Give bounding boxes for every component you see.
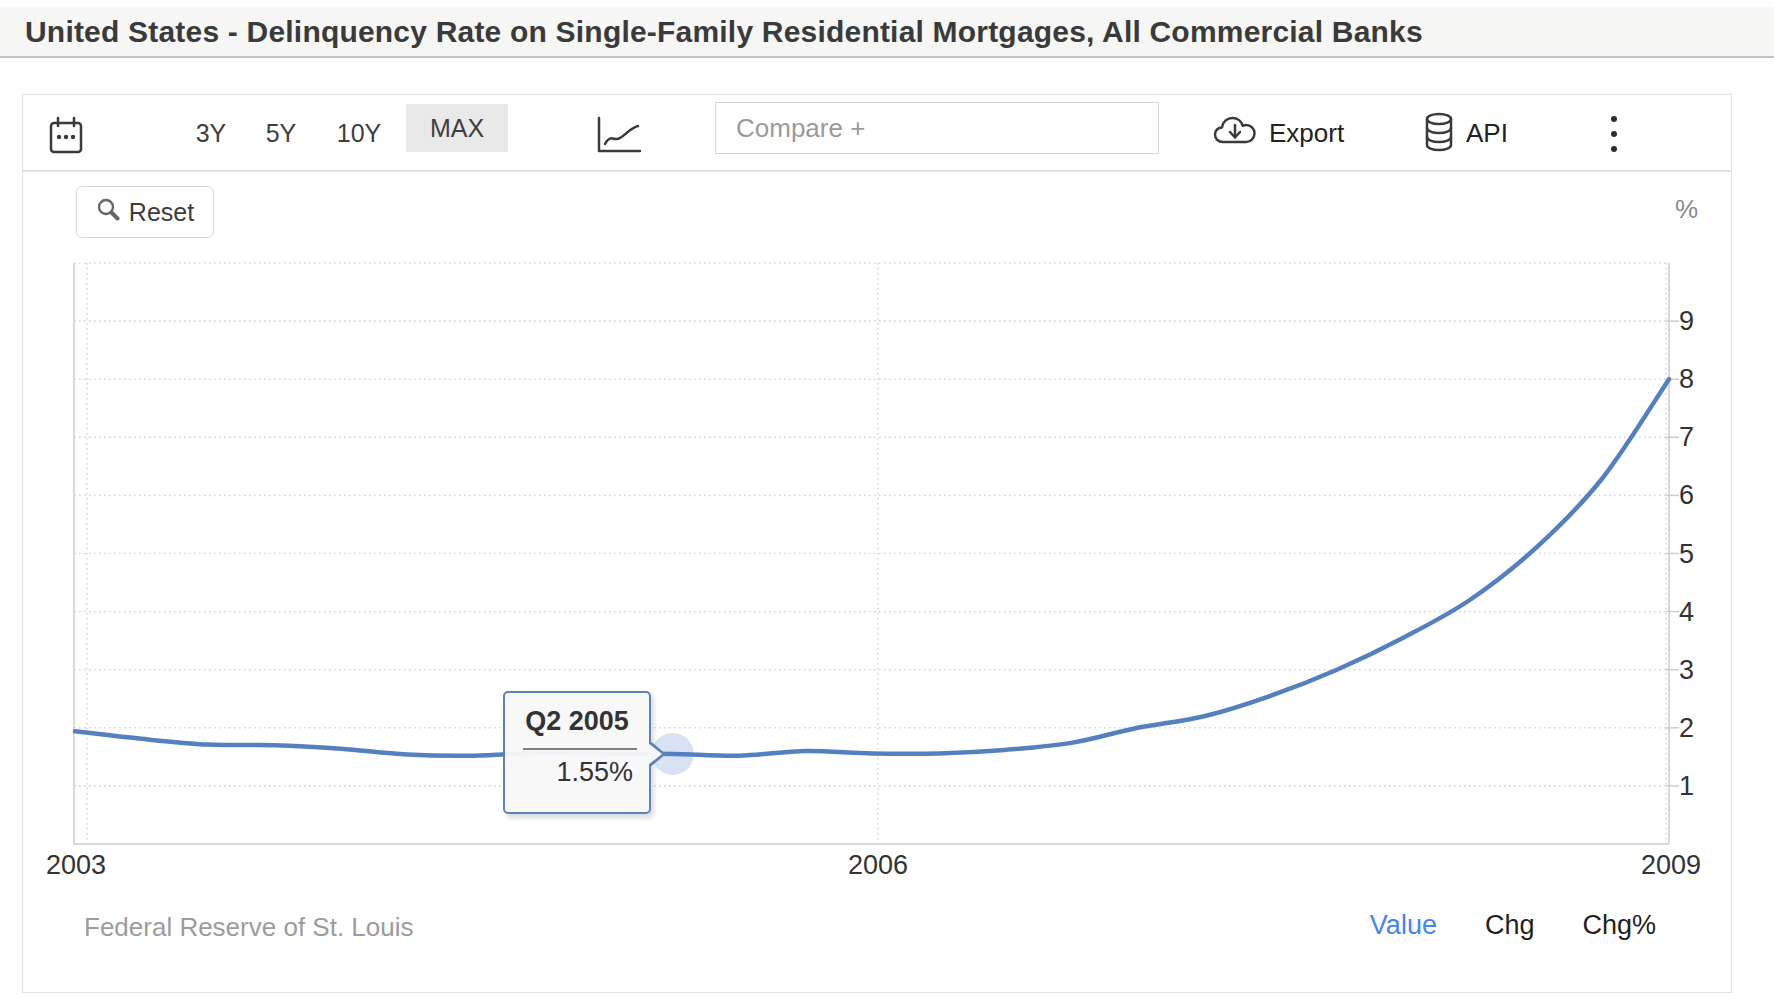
data-line xyxy=(75,379,1669,756)
range-button-10y[interactable]: 10Y xyxy=(331,95,387,172)
mode-chg[interactable]: Chg xyxy=(1485,910,1535,941)
y-tick-label: 9 xyxy=(1679,305,1723,337)
api-label: API xyxy=(1466,118,1508,149)
tooltip-period: Q2 2005 xyxy=(505,706,649,737)
chart-tooltip: Q2 2005 1.55% xyxy=(503,691,651,814)
cloud-download-icon xyxy=(1213,115,1257,153)
calendar-icon[interactable] xyxy=(49,116,83,154)
range-button-3y[interactable]: 3Y xyxy=(191,95,231,172)
chart-area: Reset % 1 2 3 4 5 6 7 8 9 2003 2006 2009 Q2 2005 1… xyxy=(23,172,1731,992)
page-title: United States - Delinquency Rate on Sing… xyxy=(0,15,1423,49)
range-button-max[interactable]: MAX xyxy=(406,104,508,152)
y-tick-label: 7 xyxy=(1679,421,1723,453)
y-tick-label: 4 xyxy=(1679,596,1723,628)
y-tick-label: 5 xyxy=(1679,538,1723,570)
export-label: Export xyxy=(1269,118,1344,149)
y-axis-unit: % xyxy=(1675,194,1725,225)
toolbar: 3Y 5Y 10Y MAX Export xyxy=(23,95,1731,172)
y-tick-label: 2 xyxy=(1679,712,1723,744)
data-source-label: Federal Reserve of St. Louis xyxy=(84,912,414,943)
chart-type-icon[interactable] xyxy=(596,116,642,154)
api-button[interactable]: API xyxy=(1424,95,1508,172)
y-tick-label: 8 xyxy=(1679,363,1723,395)
chart-widget: 3Y 5Y 10Y MAX Export xyxy=(22,94,1732,993)
y-tick-label: 6 xyxy=(1679,479,1723,511)
reset-label: Reset xyxy=(129,198,194,227)
more-options-icon[interactable] xyxy=(1599,95,1629,172)
tooltip-separator xyxy=(523,748,637,750)
title-bar: United States - Delinquency Rate on Sing… xyxy=(0,7,1774,58)
x-tick-label: 2006 xyxy=(838,848,918,882)
database-icon xyxy=(1424,112,1454,156)
mode-value[interactable]: Value xyxy=(1370,910,1437,941)
x-tick-label: 2009 xyxy=(1621,848,1701,882)
compare-input[interactable] xyxy=(715,102,1159,154)
display-mode-switch: Value Chg Chg% xyxy=(1370,910,1656,941)
mode-chg-pct[interactable]: Chg% xyxy=(1582,910,1656,941)
y-tick-label: 1 xyxy=(1679,770,1723,802)
x-tick-label: 2003 xyxy=(46,848,106,882)
range-button-5y[interactable]: 5Y xyxy=(261,95,301,172)
reset-zoom-button[interactable]: Reset xyxy=(76,186,214,238)
export-button[interactable]: Export xyxy=(1213,95,1344,172)
tooltip-value: 1.55% xyxy=(556,757,633,788)
magnifier-icon xyxy=(96,197,120,227)
y-tick-label: 3 xyxy=(1679,654,1723,686)
